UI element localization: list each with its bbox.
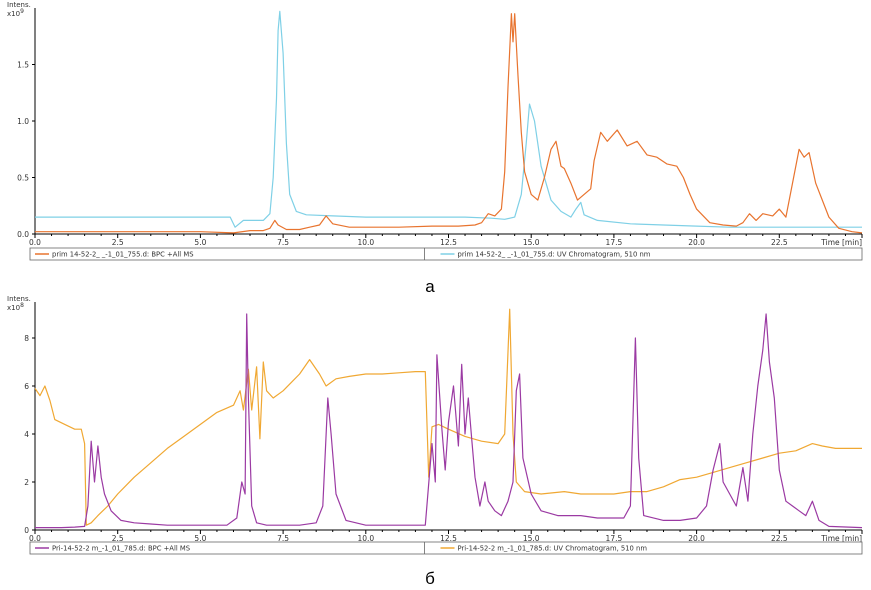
chart-panel-a: Intens.x109 0.0 0.5 1.0 1.5 0.0 2.5 5.0 7.5 10.0 1… <box>7 1 863 296</box>
y-axis-label: Intens. <box>7 1 31 9</box>
x-tick-label: 12.5 <box>440 534 457 543</box>
x-axis-label: Time [min] <box>820 534 862 543</box>
x-tick-label: 2.5 <box>112 534 124 543</box>
y-tick-label: 1.0 <box>17 117 29 126</box>
legend-entry: prim 14-52-2_ _-1_01_755.d: UV Chromatog… <box>458 251 651 259</box>
x-tick-label: 5.0 <box>194 238 206 247</box>
x-tick-label: 10.0 <box>357 238 374 247</box>
y-tick-label: 4 <box>24 430 29 439</box>
x-tick-label: 20.0 <box>688 238 705 247</box>
x-tick-label: 7.5 <box>277 238 289 247</box>
y-tick-label: 1.5 <box>17 61 29 70</box>
series-line <box>35 313 863 529</box>
x-tick-label: 2.5 <box>112 238 124 247</box>
series-line <box>35 13 863 234</box>
x-tick-label: 17.5 <box>606 534 623 543</box>
x-tick-label: 10.0 <box>357 534 374 543</box>
y-axis-label: Intens. <box>7 295 31 303</box>
x-tick-label: 7.5 <box>277 534 289 543</box>
legend-entry: prim 14-52-2_ _-1_01_755.d: BPC +All MS <box>52 251 194 259</box>
y-tick-label: 0.0 <box>17 230 29 239</box>
x-tick-label: 15.0 <box>523 534 540 543</box>
legend-entry: Pri-14-52-2 m_-1_01_785.d: BPC +All MS <box>52 545 190 553</box>
x-tick-label: 17.5 <box>606 238 623 247</box>
x-axis-label: Time [min] <box>820 238 862 247</box>
x-tick-label: 20.0 <box>688 534 705 543</box>
x-tick-label: 22.5 <box>771 534 788 543</box>
y-axis-exponent: x108 <box>7 302 24 312</box>
x-tick-label: 15.0 <box>523 238 540 247</box>
y-tick-label: 6 <box>24 382 29 391</box>
series-line <box>35 10 862 228</box>
y-axis-exponent: x109 <box>7 8 24 18</box>
y-tick-label: 0 <box>24 526 29 535</box>
panel-label: б <box>425 569 435 588</box>
legend-entry: Pri-14-52-2 m_-1_01_785.d: UV Chromatogr… <box>458 545 648 553</box>
x-tick-label: 0.0 <box>29 238 41 247</box>
x-tick-label: 12.5 <box>440 238 457 247</box>
y-tick-label: 8 <box>24 334 29 343</box>
x-tick-label: 5.0 <box>194 534 206 543</box>
y-tick-label: 0.5 <box>17 174 29 183</box>
panel-label: a <box>425 277 435 296</box>
chart-panel-b: Intens.x108 0 2 4 6 8 0.0 2.5 5.0 7.5 10.0 12.5 15.0… <box>7 295 863 588</box>
y-tick-label: 2 <box>24 478 29 487</box>
x-tick-label: 22.5 <box>771 238 788 247</box>
x-tick-label: 0.0 <box>29 534 41 543</box>
series-line <box>34 308 862 526</box>
